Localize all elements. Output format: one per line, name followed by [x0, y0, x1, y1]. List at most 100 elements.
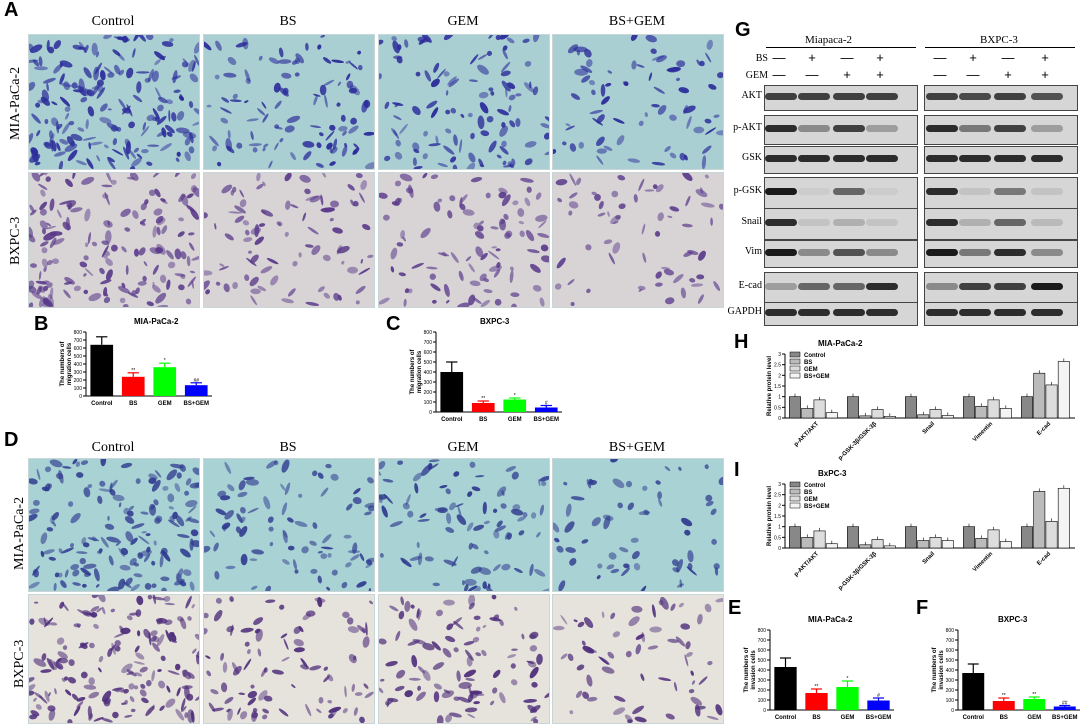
cell-mark: [318, 132, 324, 137]
cell-mark: [424, 556, 434, 562]
cell-mark: [46, 282, 53, 288]
cell-mark: [685, 641, 691, 650]
cell-mark: [543, 132, 549, 140]
cell-mark: [598, 656, 609, 665]
legend-label: Control: [804, 483, 826, 489]
cell-mark: [29, 44, 43, 54]
blot-band: [1031, 283, 1063, 290]
cell-mark: [186, 255, 191, 267]
x-tick-label: BS: [479, 417, 487, 423]
cell-mark: [76, 472, 84, 478]
cell-mark: [403, 298, 407, 307]
cell-mark: [124, 516, 135, 524]
cell-mark: [191, 255, 199, 261]
cell-mark: [320, 194, 324, 206]
cell-mark: [329, 161, 336, 166]
cell-mark: [281, 656, 290, 662]
cell-mark: [637, 285, 646, 291]
cell-mark: [262, 708, 269, 714]
treatment-sign: +: [1004, 67, 1012, 82]
cell-mark: [513, 567, 523, 574]
cell-mark: [190, 185, 198, 193]
x-tick-label: GEM: [158, 401, 172, 407]
cell-mark: [658, 677, 672, 681]
cell-mark: [369, 600, 373, 605]
cell-mark: [687, 563, 693, 570]
cell-mark: [287, 517, 294, 523]
cell-mark: [39, 208, 47, 216]
cell-mark: [245, 478, 259, 486]
cell-mark: [483, 520, 490, 525]
cell-mark: [293, 559, 297, 570]
cell-mark: [49, 138, 54, 152]
cell-mark: [627, 502, 634, 511]
y-tick-label: 200: [74, 378, 83, 384]
cell-mark: [502, 49, 508, 60]
cell-mark: [578, 141, 585, 149]
cell-mark: [56, 209, 62, 219]
cell-mark: [379, 73, 382, 80]
cell-mark: [445, 488, 451, 495]
cell-mark: [287, 288, 296, 297]
cell-mark: [379, 192, 388, 199]
cell-mark: [169, 38, 174, 43]
cell-mark: [73, 285, 81, 292]
cell-mark: [524, 158, 533, 166]
cell-mark: [413, 166, 423, 169]
cell-mark: [41, 258, 48, 268]
cell-mark: [396, 56, 403, 64]
cell-mark: [379, 470, 382, 476]
cell-mark: [266, 460, 278, 469]
cell-mark: [155, 292, 167, 304]
cell-mark: [101, 184, 113, 188]
cell-mark: [262, 714, 268, 720]
blot-band: [959, 188, 991, 195]
cell-mark: [72, 173, 76, 180]
cell-mark: [336, 102, 341, 107]
cell-mark: [698, 250, 706, 261]
cell-mark: [136, 35, 146, 42]
y-tick-label: 600: [758, 648, 767, 654]
cell-mark: [541, 481, 547, 487]
cell-mark: [36, 468, 41, 481]
x-tick-label: p-AKT/AKT: [793, 551, 820, 578]
cell-mark: [204, 612, 209, 619]
cell-mark: [396, 242, 404, 247]
cell-mark: [258, 690, 268, 701]
cell-mark: [625, 650, 632, 658]
cell-mark: [455, 503, 464, 508]
bar: [867, 700, 890, 710]
cell-mark: [484, 585, 495, 591]
cell-mark: [476, 225, 484, 232]
cell-mark: [348, 87, 358, 94]
x-tick-label: BS+GEM: [866, 715, 892, 721]
cell-mark: [322, 57, 332, 64]
cell-mark: [126, 669, 137, 677]
cell-mark: [224, 233, 234, 241]
cell-mark: [258, 223, 266, 227]
cell-mark: [696, 59, 702, 66]
cell-mark: [132, 48, 136, 58]
cell-mark: [59, 73, 65, 85]
col-header-bs-a: BS: [279, 14, 297, 29]
cell-mark: [120, 688, 128, 693]
cell-mark: [170, 463, 184, 469]
bar: [859, 415, 872, 419]
blot-band: [994, 309, 1026, 316]
cell-mark: [432, 582, 440, 587]
cell-mark: [696, 274, 705, 280]
col-header-gem-d: GEM: [447, 440, 479, 455]
legend-swatch: [789, 495, 801, 502]
cell-mark: [499, 125, 508, 137]
cell-mark: [100, 459, 107, 467]
bar: [929, 409, 942, 419]
cell-mark: [114, 645, 121, 652]
cell-mark: [456, 670, 461, 682]
cell-mark: [423, 130, 429, 137]
cell-mark: [286, 115, 301, 124]
micrograph-image: [378, 594, 550, 724]
cell-mark: [499, 692, 506, 704]
cell-mark: [512, 504, 521, 511]
blot-band: [926, 93, 958, 100]
cell-mark: [350, 117, 357, 125]
